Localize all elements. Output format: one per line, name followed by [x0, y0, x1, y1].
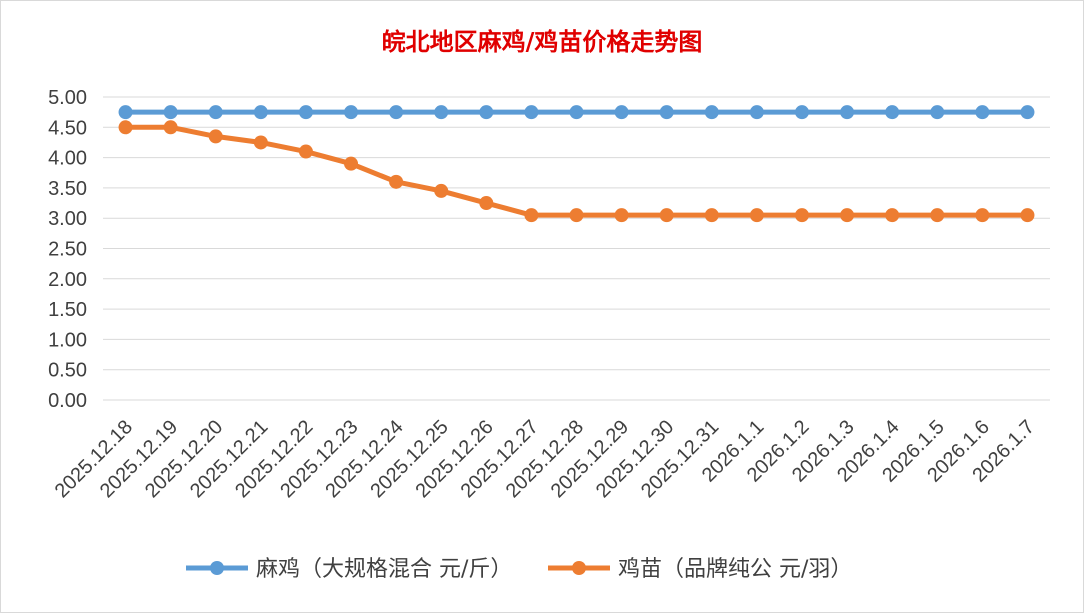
data-point — [659, 208, 674, 223]
data-point — [163, 105, 178, 120]
gridlines — [103, 96, 1050, 401]
data-point — [749, 105, 764, 120]
y-tick-label: 5.00 — [48, 87, 87, 109]
data-point — [930, 105, 945, 120]
data-point — [659, 105, 674, 120]
data-point — [434, 183, 449, 198]
data-point — [614, 105, 629, 120]
data-point — [479, 105, 494, 120]
y-tick-label: 1.00 — [48, 329, 87, 351]
data-point — [840, 105, 855, 120]
legend-item: 鸡苗（品牌纯公 元/羽） — [548, 557, 852, 582]
y-tick-label: 2.50 — [48, 239, 87, 261]
legend-item: 麻鸡（大规格混合 元/斤） — [186, 557, 512, 582]
chart-title: 皖北地区麻鸡/鸡苗价格走势图 — [382, 27, 703, 56]
data-point — [434, 105, 449, 120]
y-tick-label: 3.50 — [48, 178, 87, 200]
data-point — [930, 208, 945, 223]
data-point — [298, 144, 313, 159]
y-axis-ticks: 0.00 0.50 1.00 1.50 2.00 2.50 3.00 3.50 4.00 4.50… — [48, 87, 87, 412]
data-point — [704, 105, 719, 120]
data-point — [298, 105, 313, 120]
series-1 — [118, 105, 1035, 120]
data-point — [885, 105, 900, 120]
data-point — [524, 105, 539, 120]
y-tick-label: 4.00 — [48, 148, 87, 170]
legend-marker — [210, 561, 224, 575]
data-point — [794, 105, 809, 120]
data-point — [163, 120, 178, 135]
series-layer — [118, 105, 1035, 223]
y-tick-label: 0.50 — [48, 360, 87, 382]
y-tick-label: 3.00 — [48, 208, 87, 230]
y-tick-label: 1.50 — [48, 299, 87, 321]
legend-label: 麻鸡（大规格混合 元/斤） — [256, 557, 512, 582]
data-point — [389, 174, 404, 189]
data-point — [840, 208, 855, 223]
data-point — [524, 208, 539, 223]
y-tick-label: 4.50 — [48, 117, 87, 139]
data-point — [118, 105, 133, 120]
data-point — [975, 105, 990, 120]
data-point — [208, 105, 223, 120]
data-point — [569, 208, 584, 223]
data-point — [344, 156, 359, 171]
data-point — [569, 105, 584, 120]
data-point — [344, 105, 359, 120]
legend-marker — [572, 561, 586, 575]
data-point — [118, 120, 133, 135]
data-point — [389, 105, 404, 120]
legend-label: 鸡苗（品牌纯公 元/羽） — [618, 557, 852, 582]
y-tick-label: 0.00 — [48, 390, 87, 412]
data-point — [208, 129, 223, 144]
data-point — [794, 208, 809, 223]
data-point — [1020, 105, 1035, 120]
data-point — [1020, 208, 1035, 223]
y-tick-label: 2.00 — [48, 269, 87, 291]
data-point — [885, 208, 900, 223]
legend: 麻鸡（大规格混合 元/斤） 鸡苗（品牌纯公 元/羽） — [186, 557, 852, 582]
data-point — [749, 208, 764, 223]
data-point — [253, 135, 268, 150]
data-point — [614, 208, 629, 223]
data-point — [704, 208, 719, 223]
series-2 — [118, 120, 1035, 223]
data-point — [253, 105, 268, 120]
data-point — [479, 196, 494, 211]
data-point — [975, 208, 990, 223]
